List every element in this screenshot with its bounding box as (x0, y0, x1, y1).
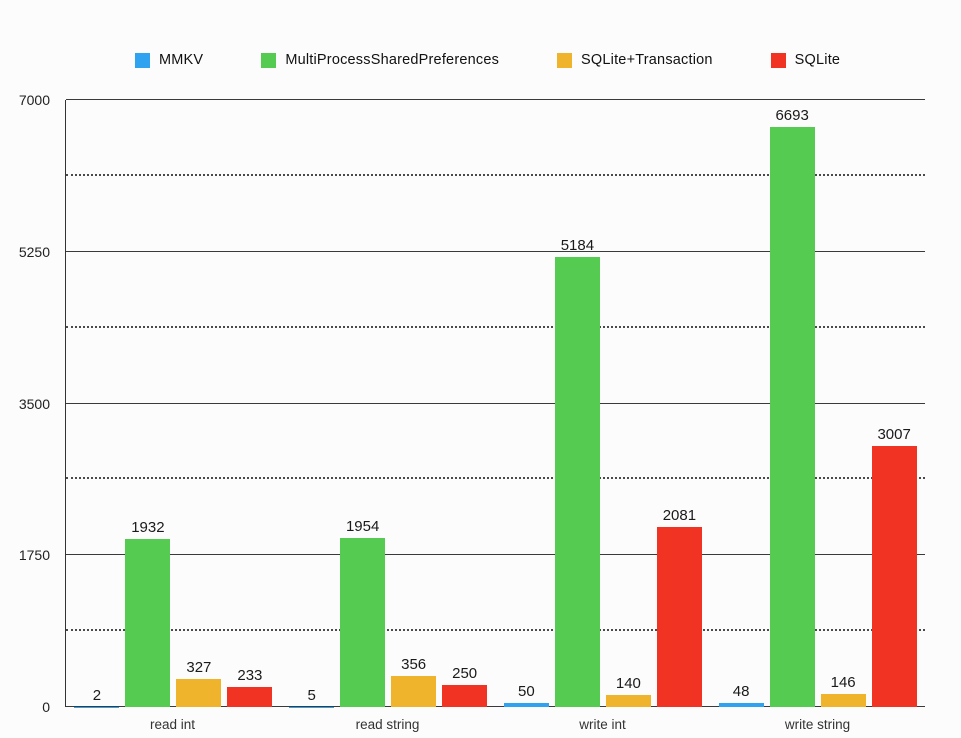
bar-group-read-int: 2 1932 327 233 (66, 100, 281, 707)
bar-group-write-string: 48 6693 146 3007 (710, 100, 925, 707)
bar-value-label: 233 (237, 666, 263, 684)
legend-swatch-mmkv (135, 52, 150, 68)
legend-label: MMKV (159, 52, 204, 68)
bar-multiprocesssharedpreferences-write-int (554, 257, 600, 707)
bar-value-label: 5184 (560, 237, 595, 255)
bar-value-label: 356 (401, 656, 427, 674)
legend-label: SQLite (794, 52, 841, 68)
gridline-minor (66, 629, 925, 632)
bar-value-label: 140 (615, 674, 641, 692)
bar-value-label: 50 (518, 682, 535, 700)
bar-col-multiprocesssharedpreferences: 6693 (769, 100, 815, 707)
legend-item-sqlite: SQLite (770, 52, 841, 68)
bar-value-label: 327 (186, 658, 212, 676)
bar-sqlite-transaction-read-string (391, 676, 437, 707)
y-tick-label: 5250 (18, 243, 50, 260)
bar-sqlite-read-string (442, 685, 488, 707)
y-tick-label: 3500 (18, 395, 50, 412)
bar-value-label: 146 (830, 674, 856, 692)
plot-area: 2 1932 327 233 5 1954 356 250 50 5184 140 2081 48 669… (65, 99, 925, 707)
y-axis: 0 1750 3500 5250 7000 (0, 92, 58, 715)
legend-swatch-sqlite-transaction (557, 52, 573, 68)
legend-item-mmkv: MMKV (135, 52, 203, 68)
y-tick-label: 0 (42, 699, 50, 715)
x-tick-label-read-string: read string (355, 717, 420, 732)
legend-swatch-sqlite (770, 52, 786, 68)
bar-sqlite-read-int (227, 686, 273, 707)
gridline-major (66, 402, 925, 404)
gridline-major (66, 554, 925, 556)
bar-col-multiprocesssharedpreferences: 1954 (340, 100, 386, 707)
gridline-minor (66, 325, 925, 328)
bar-col-sqlite: 3007 (871, 100, 917, 707)
legend-label: SQLite+Transaction (581, 52, 713, 68)
bar-sqlite-transaction-write-int (605, 694, 651, 707)
bar-mmkv-write-string (718, 702, 764, 707)
bar-sqlite-transaction-write-string (820, 694, 866, 707)
chart-legend: MMKV MultiProcessSharedPreferences SQLite+… (135, 52, 941, 68)
bar-col-sqlite-transaction: 356 (391, 100, 437, 707)
bar-col-sqlite: 2081 (656, 100, 702, 707)
x-tick-label-write-string: write string (784, 717, 851, 732)
bar-col-mmkv: 5 (289, 100, 335, 707)
bar-col-mmkv: 48 (718, 100, 764, 707)
bar-value-label: 2 (92, 686, 102, 704)
bar-value-label: 1954 (345, 517, 380, 535)
gridline-major (66, 706, 925, 707)
bar-value-label: 2081 (662, 506, 697, 524)
x-tick-label-read-int: read int (149, 717, 196, 732)
bar-sqlite-transaction-read-int (176, 678, 222, 707)
bar-value-label: 5 (307, 686, 316, 704)
legend-swatch-multiprocesssharedpreferences (261, 52, 277, 68)
legend-label: MultiProcessSharedPreferences (285, 52, 500, 68)
gridline-minor (66, 477, 925, 480)
bar-col-sqlite-transaction: 140 (605, 100, 651, 707)
bar-mmkv-write-int (503, 702, 549, 707)
y-tick-label: 7000 (18, 92, 50, 108)
bar-sqlite-write-string (871, 446, 917, 707)
bar-multiprocesssharedpreferences-read-string (340, 537, 386, 707)
bar-col-mmkv: 2 (74, 100, 120, 707)
legend-item-sqlite-transaction: SQLite+Transaction (557, 52, 713, 68)
bar-group-write-int: 50 5184 140 2081 (496, 100, 711, 707)
bar-multiprocesssharedpreferences-write-string (769, 126, 815, 707)
bar-col-multiprocesssharedpreferences: 5184 (554, 100, 600, 707)
bar-col-sqlite-transaction: 327 (176, 100, 222, 707)
bar-value-label: 1932 (131, 519, 165, 537)
gridline-major (66, 250, 925, 252)
x-tick-label-write-int: write int (579, 717, 626, 732)
bar-col-sqlite: 250 (442, 100, 488, 707)
bar-col-sqlite-transaction: 146 (820, 100, 866, 707)
bar-value-label: 6693 (775, 106, 809, 124)
bar-col-mmkv: 50 (503, 100, 549, 707)
bar-groups: 2 1932 327 233 5 1954 356 250 50 5184 140 2081 48 669… (66, 100, 925, 707)
bar-value-label: 48 (732, 682, 750, 700)
y-tick-label: 1750 (18, 547, 50, 564)
bar-sqlite-write-int (656, 526, 702, 707)
bar-group-read-string: 5 1954 356 250 (281, 100, 496, 707)
bar-value-label: 3007 (877, 426, 911, 444)
bar-col-multiprocesssharedpreferences: 1932 (125, 100, 171, 707)
bar-multiprocesssharedpreferences-read-int (125, 539, 171, 707)
legend-item-multiprocesssharedpreferences: MultiProcessSharedPreferences (261, 52, 499, 68)
bar-value-label: 250 (452, 665, 478, 683)
bar-col-sqlite: 233 (227, 100, 273, 707)
gridline-major (66, 99, 925, 100)
gridline-minor (66, 173, 925, 176)
x-axis: read int read string write int write string (65, 717, 925, 732)
